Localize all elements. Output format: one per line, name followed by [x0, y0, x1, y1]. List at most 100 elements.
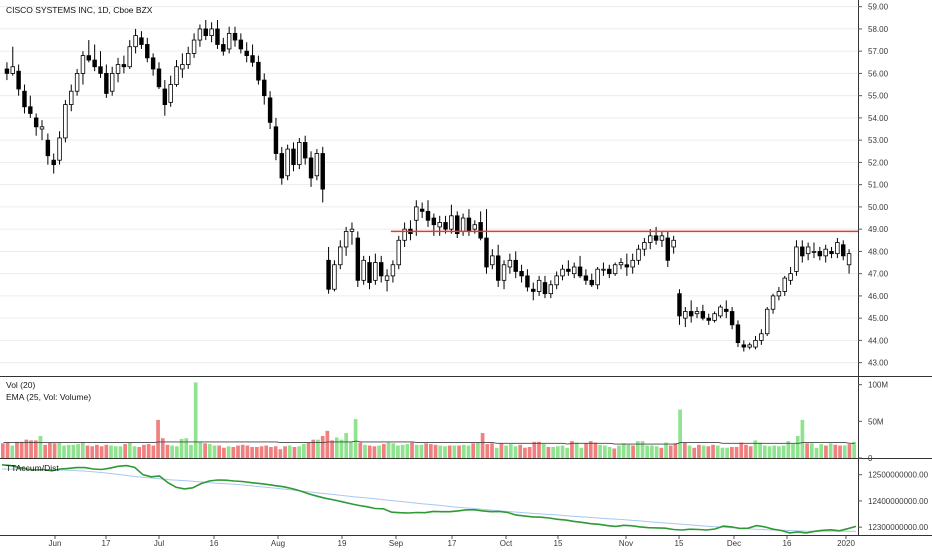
- volume-bar[interactable]: [170, 445, 175, 458]
- volume-bar[interactable]: [650, 445, 654, 458]
- candle-body[interactable]: [98, 66, 103, 74]
- volume-bar[interactable]: [325, 430, 330, 458]
- volume-bar[interactable]: [753, 440, 758, 458]
- candle-body[interactable]: [168, 84, 173, 103]
- candle-body[interactable]: [747, 344, 752, 348]
- candle-body[interactable]: [4, 68, 10, 74]
- accum-dist-line[interactable]: [1, 464, 857, 534]
- candle-body[interactable]: [10, 66, 15, 74]
- candle-body[interactable]: [846, 253, 852, 266]
- candle-body[interactable]: [811, 251, 817, 253]
- volume-bar[interactable]: [38, 436, 43, 458]
- candle-body[interactable]: [671, 239, 676, 248]
- candle-body[interactable]: [191, 39, 197, 54]
- volume-bar[interactable]: [588, 441, 593, 458]
- candle-body[interactable]: [601, 268, 606, 271]
- candle-body[interactable]: [484, 237, 489, 268]
- volume-bar[interactable]: [664, 442, 668, 458]
- volume-bar[interactable]: [429, 444, 433, 458]
- candle-body[interactable]: [69, 90, 74, 105]
- volume-bar[interactable]: [287, 445, 292, 458]
- candle-body[interactable]: [86, 55, 92, 61]
- volume-bar[interactable]: [772, 445, 777, 458]
- candle-body[interactable]: [718, 306, 723, 317]
- candle-body[interactable]: [776, 291, 782, 297]
- volume-bar[interactable]: [508, 444, 513, 458]
- volume-bar[interactable]: [433, 444, 438, 458]
- candle-body[interactable]: [162, 88, 168, 105]
- volume-bar[interactable]: [104, 444, 109, 458]
- candle-body[interactable]: [51, 159, 56, 166]
- volume-bar[interactable]: [471, 443, 476, 458]
- volume-bar[interactable]: [367, 445, 372, 458]
- volume-bar[interactable]: [226, 446, 231, 458]
- volume-bar[interactable]: [607, 447, 612, 458]
- candle-body[interactable]: [735, 324, 741, 344]
- volume-bar[interactable]: [678, 409, 682, 458]
- candle-body[interactable]: [343, 230, 349, 248]
- candle-body[interactable]: [753, 340, 758, 348]
- candle-body[interactable]: [548, 284, 554, 295]
- candle-body[interactable]: [45, 139, 51, 157]
- volume-bar[interactable]: [109, 445, 113, 458]
- volume-bar[interactable]: [24, 439, 29, 458]
- volume-bar[interactable]: [363, 444, 367, 458]
- candle-body[interactable]: [700, 311, 706, 319]
- candle-body[interactable]: [636, 248, 641, 261]
- volume-bar[interactable]: [447, 445, 452, 458]
- volume-bar[interactable]: [15, 441, 19, 458]
- volume-bar[interactable]: [302, 444, 306, 458]
- volume-bar[interactable]: [824, 445, 828, 458]
- volume-bar[interactable]: [33, 440, 38, 458]
- volume-bar[interactable]: [697, 444, 701, 458]
- candle-body[interactable]: [665, 237, 670, 261]
- volume-bar[interactable]: [222, 447, 226, 458]
- volume-bar[interactable]: [485, 444, 490, 458]
- candle-body[interactable]: [683, 311, 688, 319]
- volume-bar[interactable]: [240, 444, 245, 458]
- candle-body[interactable]: [472, 224, 477, 230]
- volume-bar[interactable]: [414, 444, 419, 458]
- volume-bar[interactable]: [292, 447, 297, 458]
- candle-body[interactable]: [80, 55, 86, 74]
- candle-body[interactable]: [291, 148, 296, 166]
- candle-body[interactable]: [677, 293, 682, 317]
- volume-bar[interactable]: [198, 441, 203, 458]
- volume-bar[interactable]: [57, 442, 62, 458]
- volume-bar[interactable]: [52, 443, 57, 458]
- volume-bar[interactable]: [316, 439, 320, 458]
- candle-body[interactable]: [694, 311, 700, 315]
- volume-bar[interactable]: [480, 433, 485, 458]
- candle-body[interactable]: [525, 275, 530, 288]
- volume-bar[interactable]: [43, 444, 48, 458]
- candle-body[interactable]: [74, 73, 80, 92]
- candle-body[interactable]: [630, 259, 635, 268]
- candle-body[interactable]: [57, 137, 62, 161]
- volume-bar[interactable]: [598, 444, 603, 458]
- volume-bar[interactable]: [217, 445, 222, 458]
- volume-bar[interactable]: [358, 442, 363, 458]
- volume-bar[interactable]: [381, 444, 386, 458]
- candle-body[interactable]: [566, 268, 571, 272]
- candle-body[interactable]: [349, 228, 355, 232]
- candle-body[interactable]: [379, 262, 384, 277]
- candle-body[interactable]: [332, 264, 337, 290]
- volume-bar[interactable]: [631, 445, 635, 458]
- candle-body[interactable]: [431, 217, 437, 226]
- volume-bar[interactable]: [330, 440, 334, 458]
- candle-body[interactable]: [209, 28, 214, 36]
- volume-bar[interactable]: [725, 447, 730, 458]
- volume-bar[interactable]: [127, 442, 132, 458]
- volume-bar[interactable]: [1, 443, 5, 458]
- candle-body[interactable]: [109, 73, 115, 92]
- candle-body[interactable]: [764, 308, 770, 335]
- candle-body[interactable]: [805, 246, 811, 255]
- candle-body[interactable]: [624, 264, 630, 268]
- volume-bar[interactable]: [419, 444, 424, 458]
- candle-body[interactable]: [273, 126, 279, 154]
- volume-bar[interactable]: [706, 446, 711, 458]
- volume-bar[interactable]: [852, 441, 856, 458]
- volume-bar[interactable]: [5, 442, 10, 458]
- candle-body[interactable]: [238, 39, 244, 50]
- volume-bar[interactable]: [10, 445, 15, 458]
